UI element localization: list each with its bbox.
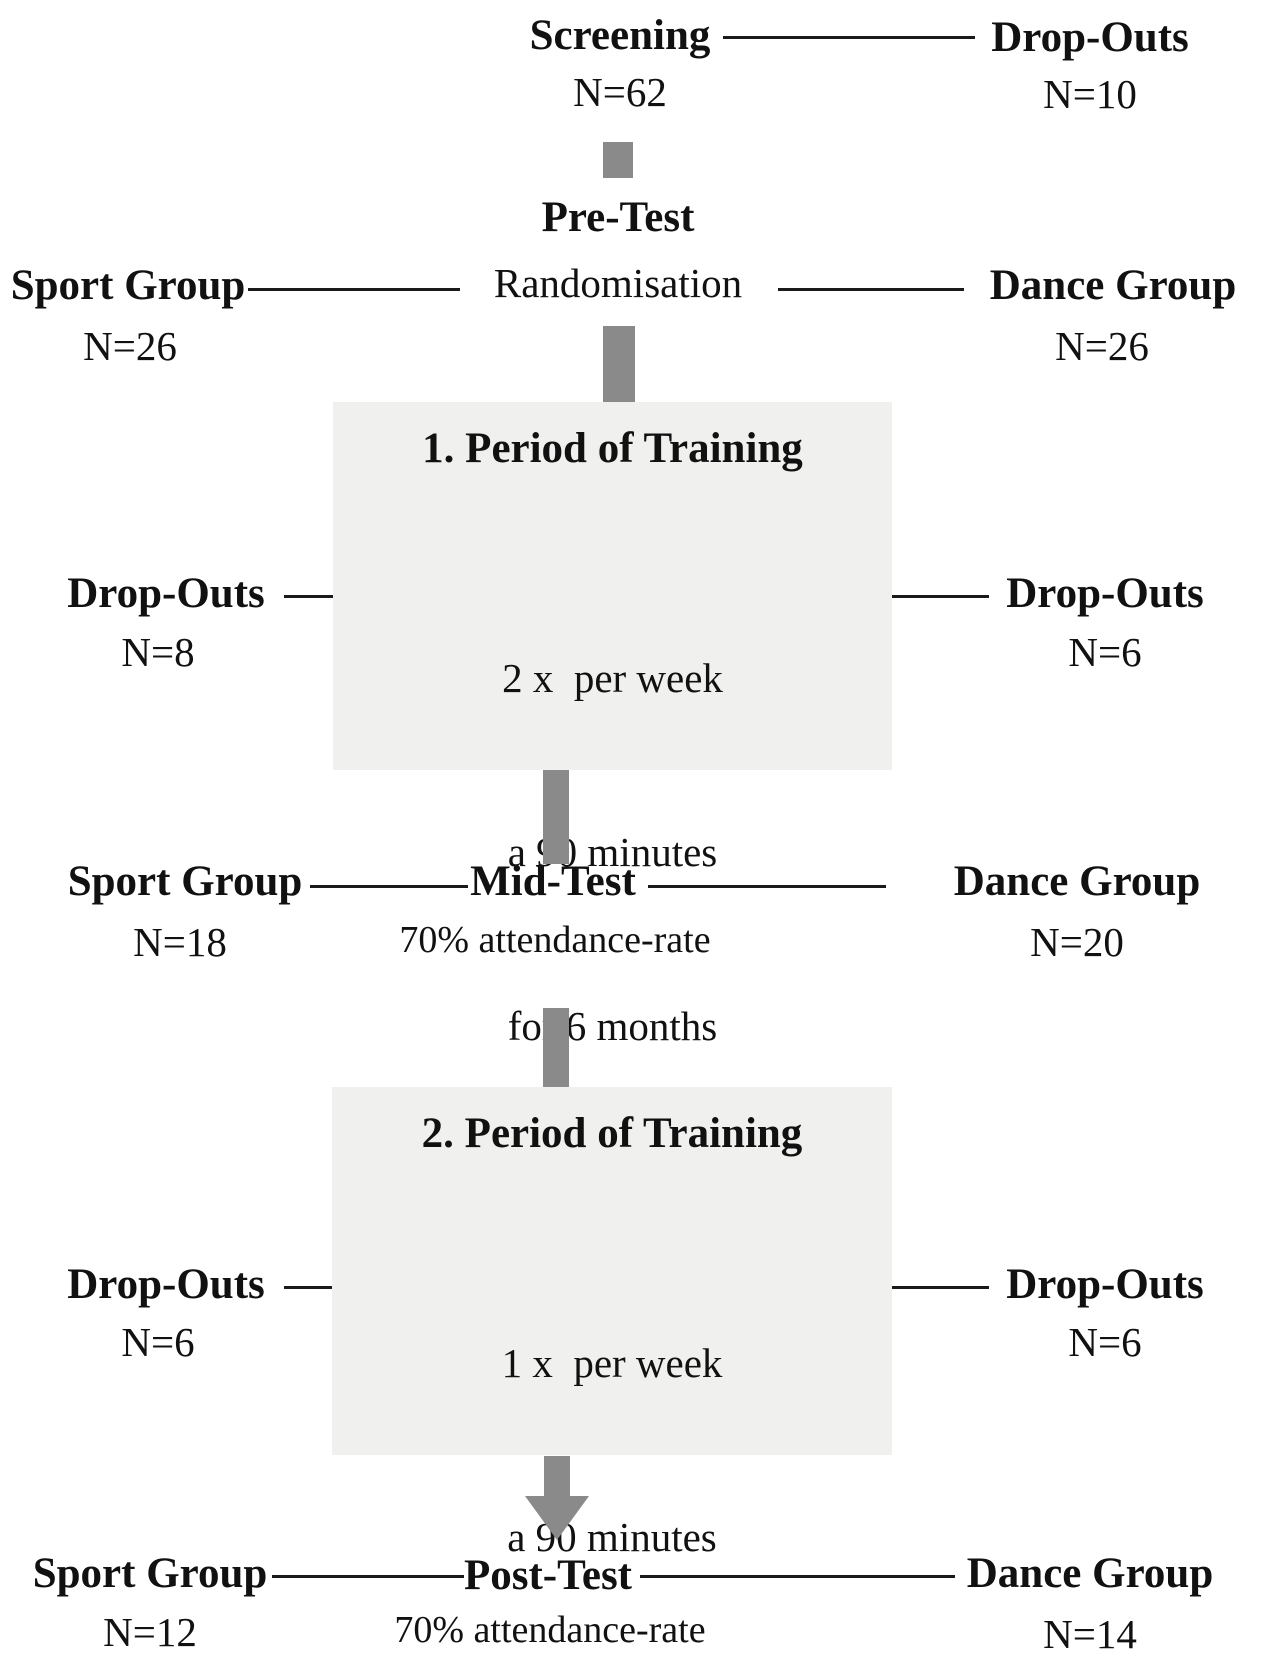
sport-group-pre-n: N=26 [83, 323, 177, 369]
training-period-1-title: 1. Period of Training [422, 425, 803, 472]
sport-group-post-label: Sport Group [32, 1550, 268, 1597]
down-arrow-segment-4 [543, 1008, 569, 1088]
pretest-label: Pre-Test [541, 194, 695, 241]
posttest-attendance-rate: 70% attendance-rate [394, 1609, 706, 1651]
connector-line-midtest-dance [648, 885, 886, 888]
sport-group-post-n: N=12 [103, 1609, 197, 1655]
connector-line-randomisation-dance [778, 288, 964, 291]
dance-group-mid-n: N=20 [1030, 919, 1124, 965]
sport-group-mid-n: N=18 [133, 919, 227, 965]
dropouts1-left-n: N=8 [121, 629, 195, 675]
down-arrow-segment-1 [603, 142, 633, 178]
connector-line-dropouts1-right [892, 595, 989, 598]
connector-line-posttest-dance [640, 1575, 955, 1578]
training-period-1-line3: for 6 months [507, 1003, 718, 1049]
down-arrow-segment-3 [543, 770, 569, 864]
dropouts2-right-label: Drop-Outs [1006, 1261, 1204, 1308]
dance-group-post-n: N=14 [1043, 1611, 1137, 1657]
training-period-1-details: 2 x per week a 90 minutes for 6 months [333, 533, 892, 1171]
down-arrow-segment-2 [603, 326, 635, 402]
dropouts2-left-n: N=6 [121, 1319, 195, 1365]
training-period-1-box: 1. Period of Training 2 x per week a 90 … [333, 402, 892, 1049]
down-arrow-shaft [544, 1456, 570, 1498]
screening-dropouts-label: Drop-Outs [991, 14, 1189, 61]
dance-group-mid-label: Dance Group [953, 858, 1201, 905]
connector-line-dropouts1-left [284, 595, 333, 598]
midtest-attendance-rate: 70% attendance-rate [399, 919, 711, 961]
sport-group-pre-label: Sport Group [10, 262, 246, 309]
posttest-label: Post-Test [463, 1552, 633, 1599]
dance-group-post-label: Dance Group [966, 1550, 1214, 1597]
training-period-2-line1: 1 x per week [501, 1340, 723, 1386]
sport-group-mid-label: Sport Group [67, 858, 303, 905]
midtest-label: Mid-Test [470, 858, 636, 905]
training-period-1-line1: 2 x per week [502, 655, 723, 701]
dropouts2-right-n: N=6 [1068, 1319, 1142, 1365]
screening-n: N=62 [573, 69, 667, 115]
connector-line-sport-posttest [272, 1575, 464, 1578]
training-period-2-box: 2. Period of Training 1 x per week a 90 … [332, 1087, 892, 1560]
screening-dropouts-n: N=10 [1043, 71, 1137, 117]
down-arrow-head-icon [525, 1496, 589, 1540]
dance-group-pre-label: Dance Group [989, 262, 1237, 309]
dropouts1-right-label: Drop-Outs [1006, 570, 1204, 617]
dropouts1-right-n: N=6 [1068, 629, 1142, 675]
dance-group-pre-n: N=26 [1055, 323, 1149, 369]
training-period-2-title: 2. Period of Training [421, 1110, 803, 1157]
training-period-2-details: 1 x per week a 90 minutes for 12 months [332, 1218, 892, 1670]
connector-line-sport-randomisation [248, 288, 460, 291]
connector-line-screening-dropouts [723, 36, 975, 39]
connector-line-dropouts2-left [284, 1286, 332, 1289]
screening-label: Screening [529, 12, 711, 59]
dropouts2-left-label: Drop-Outs [67, 1261, 265, 1308]
randomisation-label: Randomisation [493, 260, 743, 306]
connector-line-sport-midtest [310, 885, 468, 888]
connector-line-dropouts2-right [892, 1286, 989, 1289]
dropouts1-left-label: Drop-Outs [67, 570, 265, 617]
